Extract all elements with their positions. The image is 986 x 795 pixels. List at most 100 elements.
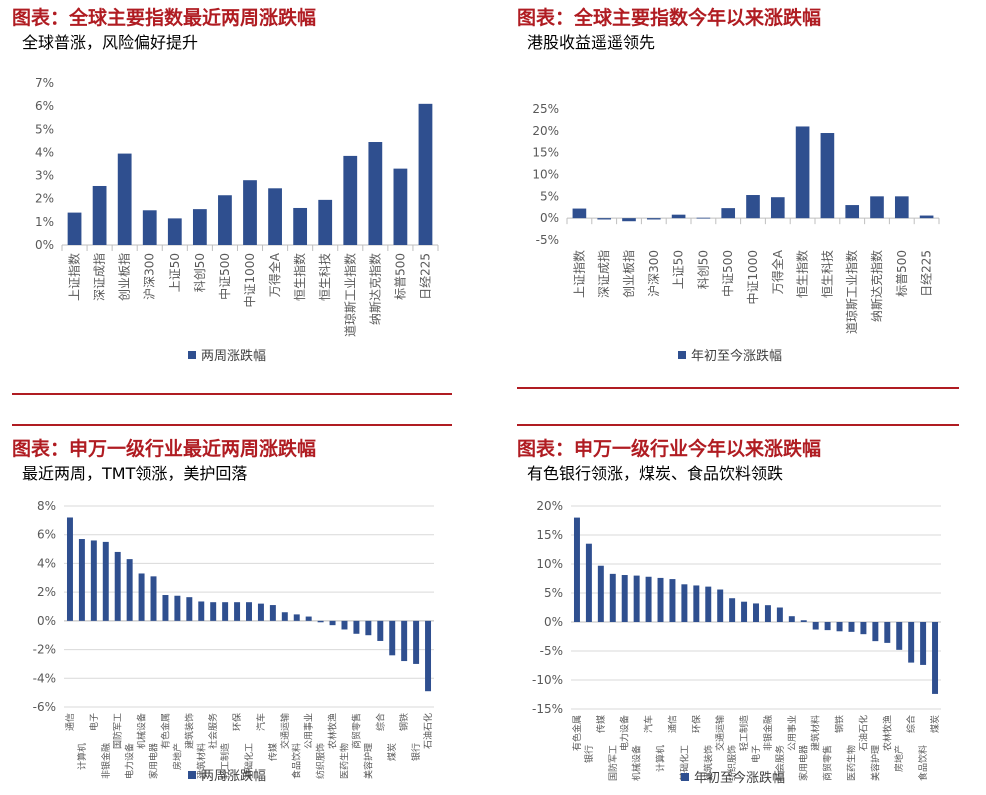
x-tick-label: 家用电器 (148, 743, 160, 779)
bar (78, 539, 85, 621)
bar (860, 622, 867, 635)
bar (717, 589, 724, 622)
bar (932, 622, 939, 694)
bar (318, 199, 333, 245)
bar (609, 573, 616, 622)
y-tick-label: 8% (37, 499, 56, 513)
x-tick-label: 万得全A (770, 249, 785, 294)
bar (696, 217, 711, 219)
x-tick-label: 上证50 (168, 253, 182, 292)
x-tick-label: 食品饮料 (291, 743, 303, 779)
x-tick-label: 建筑材料 (810, 715, 822, 751)
x-tick-label: 纺织服饰 (315, 743, 327, 779)
x-tick-label: 日经225 (920, 250, 934, 297)
bar (167, 218, 182, 245)
bar (800, 620, 807, 622)
x-tick-label: 电子 (88, 713, 100, 731)
x-tick-label: 汽车 (255, 713, 267, 731)
x-tick-label: 商贸零售 (822, 745, 834, 781)
x-tick-label: 轻工制造 (219, 743, 231, 779)
x-tick-label: 有色金属 (159, 713, 171, 749)
bar (246, 602, 252, 621)
bar (597, 565, 604, 622)
y-tick-label: -15% (532, 702, 563, 716)
x-tick-label: 食品饮料 (917, 745, 929, 781)
y-tick-label: 3% (35, 169, 54, 183)
x-tick-label: 中证500 (720, 250, 735, 297)
bar (788, 616, 795, 622)
y-tick-label: 25% (532, 102, 559, 116)
bar (693, 585, 700, 622)
x-tick-label: 建筑装饰 (183, 713, 195, 749)
bar (413, 620, 420, 664)
bar (908, 622, 915, 663)
bar (573, 517, 580, 622)
x-tick-label: 美容护理 (362, 743, 374, 779)
x-tick-label: 恒生指数 (795, 250, 810, 298)
x-tick-label: 石油石化 (857, 715, 869, 751)
bar (621, 575, 628, 622)
y-tick-label: 5% (540, 189, 559, 203)
y-tick-label: 0% (544, 615, 563, 629)
x-tick-label: 国防军工 (112, 713, 124, 749)
bar (705, 586, 712, 622)
bar (353, 620, 360, 634)
bar (389, 620, 396, 656)
x-tick-label: 计算机 (655, 745, 667, 772)
x-tick-label: 传媒 (595, 715, 607, 733)
bar (425, 620, 432, 692)
panel-divider (517, 424, 959, 426)
bar (257, 603, 264, 621)
x-tick-label: 中证1000 (242, 253, 257, 308)
bar (186, 597, 193, 621)
bar (210, 602, 217, 621)
chart-subtitle: 全球普涨，风险偏好提升 (22, 33, 199, 52)
bar (218, 195, 232, 245)
x-tick-label: 恒生科技 (318, 253, 332, 301)
x-tick-label: 中证1000 (745, 250, 760, 305)
x-tick-label: 日经225 (418, 253, 432, 300)
x-tick-label: 沪深300 (647, 250, 661, 297)
bar (657, 577, 664, 622)
panel-industry-ytd: 图表：申万一级行业今年以来涨跌幅 有色银行领涨，煤炭、食品饮料领跌 -15% -1… (517, 424, 959, 793)
y-tick-label: 10% (532, 168, 559, 182)
bar (872, 622, 879, 642)
bar (645, 576, 652, 622)
bar (102, 541, 109, 621)
y-tick-label: -5% (536, 233, 559, 247)
y-tick-label: 5% (35, 122, 54, 136)
x-tick-label: 科创50 (696, 250, 710, 289)
bar (896, 622, 903, 650)
bar (138, 573, 145, 621)
panel-industry-two-week: 图表：申万一级行业最近两周涨跌幅 最近两周，TMT领涨，美护回落 -6% -4% -… (12, 424, 452, 793)
y-tick-label: 7% (35, 76, 54, 90)
x-tick-label: 房地产 (893, 745, 905, 772)
bar (622, 218, 636, 222)
bar (894, 196, 909, 219)
x-tick-label: 通信 (666, 715, 678, 733)
bar (243, 180, 257, 245)
x-tick-label: 电子 (750, 745, 762, 763)
bar-chart-global-two-week: 0% 1% 2% 3% 4% 5% 6% 7% 上证指数 深证成指 创业板指 沪深300 上证50 科创5… (35, 76, 439, 364)
x-tick-label: 社会服务 (207, 713, 219, 749)
bar (293, 614, 300, 621)
x-tick-label: 轻工制造 (738, 715, 750, 751)
bar (368, 142, 383, 245)
bar (681, 584, 688, 622)
chart-subtitle: 最近两周，TMT领涨，美护回落 (22, 464, 248, 483)
bar-chart-global-ytd: -5% 0% 5% 10% 15% 20% 25% 上证指数 深证成指 创业板指 沪深300 上证50… (532, 102, 940, 364)
bar (393, 168, 408, 245)
legend-swatch (678, 351, 686, 359)
legend-swatch (681, 773, 689, 781)
y-tick-label: -2% (33, 643, 56, 657)
bar (919, 215, 934, 219)
bar (343, 155, 358, 245)
x-tick-label: 纳斯达克指数 (869, 250, 884, 322)
bar (418, 103, 433, 245)
y-tick-label: 20% (532, 124, 559, 138)
bar (305, 616, 312, 621)
y-tick-label: 1% (35, 215, 54, 229)
panel-global-ytd: 图表：全球主要指数今年以来涨跌幅 港股收益遥遥领先 -5% 0% 5% 10% 15% 2… (517, 3, 959, 398)
y-tick-label: 0% (37, 614, 56, 628)
bar (746, 195, 760, 219)
